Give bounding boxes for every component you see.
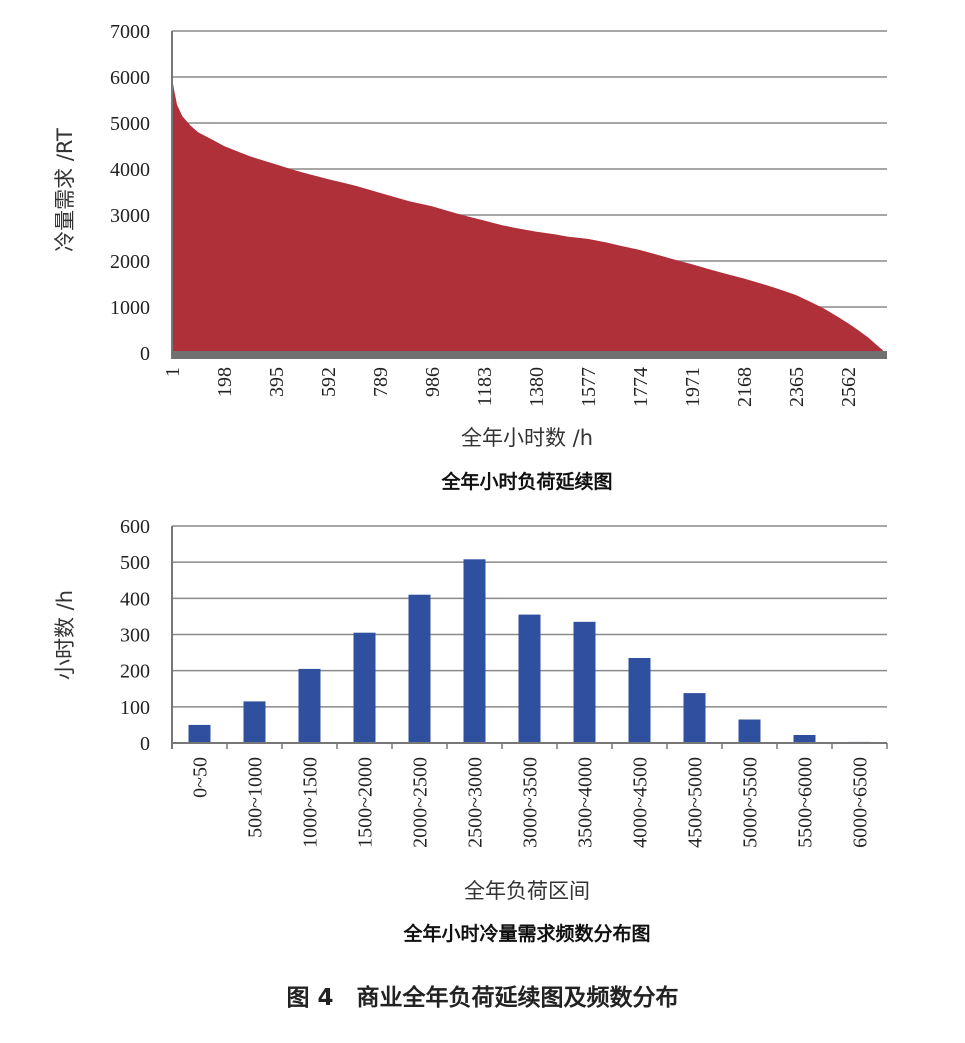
c1-x-tick-label: 2168 bbox=[734, 367, 756, 407]
c2-x-tick-label: 4000~4500 bbox=[630, 757, 652, 848]
c1-y-axis-title: 冷量需求 /RT bbox=[53, 128, 77, 252]
c2-x-tick-label: 1000~1500 bbox=[300, 757, 322, 848]
c2-x-tick-label: 0~50 bbox=[190, 757, 212, 798]
c2-bar bbox=[353, 632, 376, 743]
c1-chart-title: 全年小时负荷延续图 bbox=[440, 470, 612, 493]
c2-y-tick-labels: 0 100 200 300 400 500 600 bbox=[120, 516, 150, 755]
c2-y-tick-label: 400 bbox=[120, 588, 150, 610]
c2-bar bbox=[188, 724, 211, 743]
c2-y-tick-label: 600 bbox=[120, 516, 150, 538]
c1-y-tick-label: 1000 bbox=[110, 297, 150, 319]
c2-x-tick-label: 3000~3500 bbox=[520, 757, 542, 848]
load-duration-chart: 0 1000 2000 3000 4000 5000 6000 7000 1 198 395 592… bbox=[53, 21, 887, 493]
c1-x-tick-label: 789 bbox=[370, 367, 392, 397]
c2-chart-title: 全年小时冷量需求频数分布图 bbox=[402, 922, 650, 945]
c1-y-tick-label: 7000 bbox=[110, 21, 150, 43]
c1-x-tick-label: 592 bbox=[318, 367, 340, 397]
c2-bar bbox=[738, 719, 761, 743]
c1-x-tick-label: 2365 bbox=[786, 367, 808, 407]
c2-y-axis-title: 小时数 /h bbox=[53, 590, 77, 680]
c1-x-tick-label: 1 bbox=[162, 367, 184, 377]
c2-x-tick-label: 5000~5500 bbox=[740, 757, 762, 848]
c1-x-tick-label: 1183 bbox=[474, 367, 496, 406]
frequency-distribution-chart: 0 100 200 300 400 500 600 0~50 500~1000 1000~150… bbox=[53, 516, 888, 945]
c2-x-tick-label: 2500~3000 bbox=[465, 757, 487, 848]
c2-x-tick-labels: 0~50 500~1000 1000~1500 1500~2000 2000~2500 2… bbox=[190, 757, 872, 848]
c1-x-tick-label: 395 bbox=[266, 367, 288, 397]
c2-bar bbox=[463, 559, 486, 743]
c2-bar bbox=[793, 735, 816, 743]
c2-bar bbox=[628, 658, 651, 743]
c1-x-tick-label: 198 bbox=[214, 367, 236, 397]
c1-y-tick-label: 0 bbox=[140, 343, 150, 365]
c2-y-tick-label: 100 bbox=[120, 697, 150, 719]
c1-x-tick-label: 1774 bbox=[630, 367, 652, 407]
c2-x-axis-title: 全年负荷区间 bbox=[464, 879, 590, 903]
c2-bar bbox=[408, 594, 431, 743]
c2-x-tick-label: 500~1000 bbox=[245, 757, 267, 838]
c2-bar bbox=[683, 693, 706, 743]
c1-y-tick-label: 2000 bbox=[110, 251, 150, 273]
c1-y-tick-label: 5000 bbox=[110, 113, 150, 135]
c1-x-tick-label: 1971 bbox=[682, 367, 704, 407]
c2-y-tick-label: 500 bbox=[120, 552, 150, 574]
c2-y-tick-label: 200 bbox=[120, 661, 150, 683]
c1-x-tick-label: 1577 bbox=[578, 367, 600, 407]
c2-bar bbox=[243, 701, 266, 743]
c1-x-axis-title: 全年小时数 /h bbox=[461, 426, 593, 450]
c2-x-tick-label: 2000~2500 bbox=[410, 757, 432, 848]
c2-x-tick-label: 5500~6000 bbox=[795, 757, 817, 848]
c1-x-tick-label: 986 bbox=[422, 367, 444, 397]
c2-bar bbox=[518, 614, 541, 743]
c2-x-tick-label: 6000~6500 bbox=[850, 757, 872, 848]
c2-bar bbox=[298, 668, 321, 743]
c1-x-tick-label: 1380 bbox=[526, 367, 548, 407]
c2-x-tick-label: 3500~4000 bbox=[575, 757, 597, 848]
load-duration-area bbox=[172, 77, 887, 353]
c2-bars bbox=[188, 559, 871, 743]
c2-x-tick-label: 1500~2000 bbox=[355, 757, 377, 848]
c1-x-axis-band bbox=[172, 351, 887, 359]
c1-axes bbox=[171, 31, 887, 359]
c2-y-tick-label: 300 bbox=[120, 625, 150, 647]
figure-caption: 图 4 商业全年负荷延续图及频数分布 bbox=[286, 985, 679, 1011]
c2-x-tick-label: 4500~5000 bbox=[685, 757, 707, 848]
c2-y-tick-label: 0 bbox=[140, 733, 150, 755]
c1-x-tick-label: 2562 bbox=[838, 367, 860, 407]
c2-bar bbox=[573, 621, 596, 743]
c1-y-tick-label: 3000 bbox=[110, 205, 150, 227]
c2-axes bbox=[171, 526, 888, 749]
c1-y-tick-label: 6000 bbox=[110, 67, 150, 89]
c1-y-tick-label: 4000 bbox=[110, 159, 150, 181]
c1-y-tick-labels: 0 1000 2000 3000 4000 5000 6000 7000 bbox=[110, 21, 150, 365]
c1-x-tick-labels: 1 198 395 592 789 986 1183 1380 1577 1774 1971 2168… bbox=[162, 367, 860, 407]
